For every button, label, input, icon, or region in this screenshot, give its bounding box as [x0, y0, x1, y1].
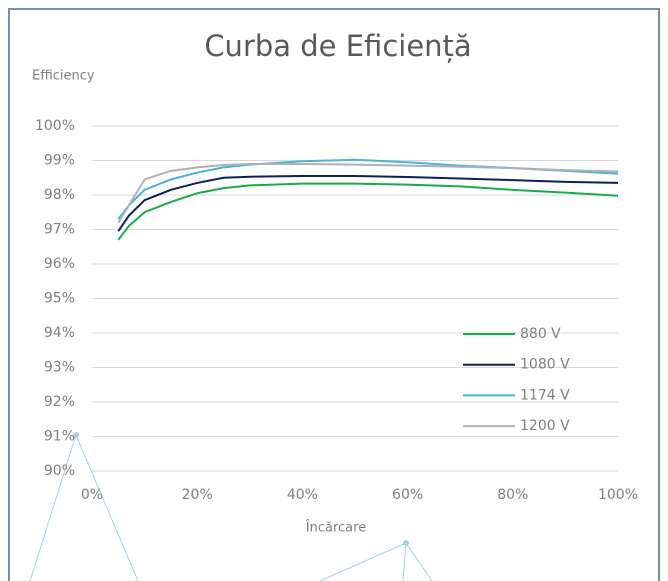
- x-tick-label: 80%: [497, 487, 528, 503]
- legend-label: 1200 V: [520, 418, 570, 434]
- y-tick-label: 93%: [44, 360, 75, 376]
- x-tick-label: 60%: [392, 487, 423, 503]
- legend-label: 1174 V: [520, 387, 570, 403]
- y-tick-label: 98%: [44, 187, 75, 203]
- legend-label: 1080 V: [520, 357, 570, 373]
- x-axis-label: Încărcare: [305, 520, 366, 536]
- series-line: [117, 162, 619, 224]
- y-tick-label: 90%: [44, 463, 75, 479]
- y-axis-label: Efficiency: [32, 69, 95, 84]
- y-tick-label: 92%: [44, 394, 75, 410]
- chart-title: Curba de Eficiență: [204, 29, 471, 63]
- y-tick-label: 91%: [44, 429, 75, 445]
- y-tick-label: 97%: [44, 222, 75, 238]
- x-tick-label: 40%: [287, 487, 318, 503]
- chart-frame: [8, 8, 660, 581]
- legend-label: 880 V: [520, 326, 561, 342]
- y-tick-label: 96%: [44, 256, 75, 272]
- decoration: [29, 432, 433, 581]
- y-tick-label: 95%: [44, 291, 75, 307]
- y-tick-label: 100%: [35, 118, 75, 134]
- y-tick-label: 94%: [44, 325, 75, 341]
- x-tick-label: 0%: [81, 487, 103, 503]
- series-line: [117, 175, 619, 232]
- x-tick-label: 20%: [182, 487, 213, 503]
- x-tick-label: 100%: [598, 487, 638, 503]
- series-line: [117, 182, 619, 241]
- y-tick-label: 99%: [44, 153, 75, 169]
